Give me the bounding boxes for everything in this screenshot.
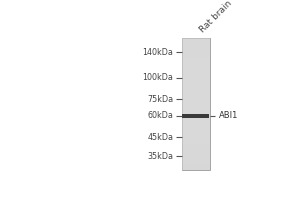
- Bar: [182, 51, 210, 58]
- Text: 140kDa: 140kDa: [142, 48, 173, 57]
- Bar: [182, 97, 210, 104]
- Text: 100kDa: 100kDa: [142, 73, 173, 82]
- Bar: [182, 91, 210, 97]
- Bar: [182, 44, 210, 51]
- Bar: [182, 38, 210, 44]
- Text: Rat brain: Rat brain: [198, 0, 233, 35]
- Bar: [182, 144, 210, 150]
- Bar: [182, 64, 210, 71]
- Bar: [182, 117, 210, 124]
- Bar: [182, 114, 209, 118]
- Bar: [182, 71, 210, 78]
- Bar: [182, 164, 210, 170]
- Bar: [182, 111, 210, 117]
- Bar: [182, 78, 210, 84]
- Bar: [182, 150, 210, 157]
- Bar: [182, 84, 210, 91]
- Text: 75kDa: 75kDa: [147, 95, 173, 104]
- Text: 45kDa: 45kDa: [148, 133, 173, 142]
- Bar: [182, 104, 210, 111]
- Bar: [182, 38, 210, 170]
- Text: 60kDa: 60kDa: [148, 111, 173, 120]
- Bar: [182, 124, 210, 131]
- Text: 35kDa: 35kDa: [148, 152, 173, 161]
- Text: ABI1: ABI1: [219, 111, 238, 120]
- Bar: [182, 58, 210, 64]
- Bar: [182, 137, 210, 144]
- Bar: [182, 131, 210, 137]
- Bar: [182, 157, 210, 164]
